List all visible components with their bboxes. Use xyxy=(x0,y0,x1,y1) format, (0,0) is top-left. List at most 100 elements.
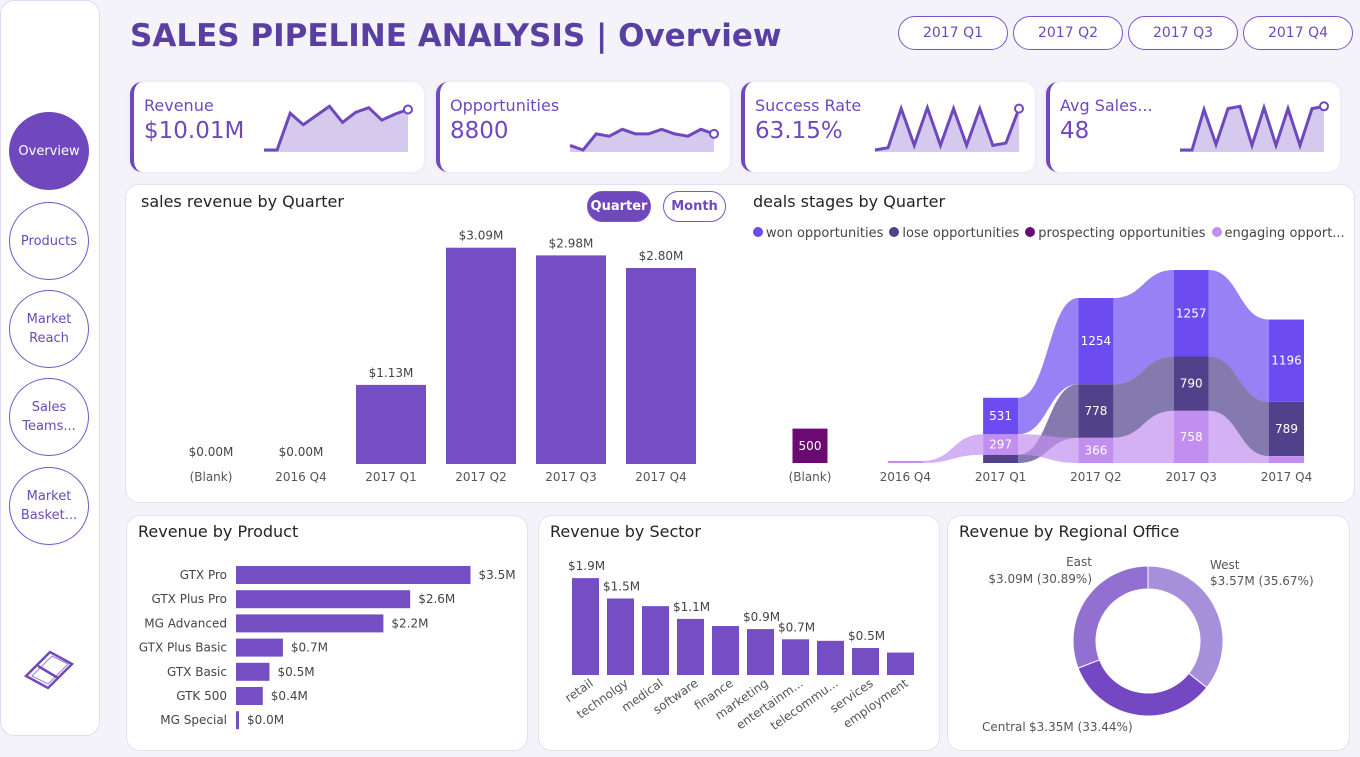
slice-category-label: East xyxy=(1066,555,1092,569)
sector-bar xyxy=(782,639,809,675)
y-tick-label: GTX Pro xyxy=(180,568,227,582)
ribbon-engaging xyxy=(1208,410,1269,463)
bar-data-label: $0.7M xyxy=(778,620,815,634)
nav-overview[interactable]: Overview xyxy=(9,112,89,190)
slice-value-label: $3.57M (35.67%) xyxy=(1210,574,1314,588)
bar-data-label: $2.98M xyxy=(549,236,594,250)
kpi-opportunities: Opportunities 8800 xyxy=(436,82,730,172)
legend-prospecting[interactable]: prospecting opportunities xyxy=(1025,226,1206,241)
ribbon-won xyxy=(1208,270,1269,402)
kpi-label: Revenue xyxy=(144,96,214,115)
ribbon-bar-lose xyxy=(1078,384,1114,438)
sparkline-end-marker xyxy=(1014,103,1024,114)
sector-bar xyxy=(712,626,739,675)
ribbon-data-label: 1196 xyxy=(1271,354,1302,368)
sparkline xyxy=(264,104,413,152)
toggle-quarter[interactable]: Quarter xyxy=(587,191,651,222)
sparkline xyxy=(874,103,1024,152)
filter-2017-q4[interactable]: 2017 Q4 xyxy=(1243,16,1353,50)
legend-label: won opportunities xyxy=(766,226,884,241)
sparkline-end-marker xyxy=(403,104,413,115)
product-chart-title: Revenue by Product xyxy=(138,522,299,541)
sector-bar xyxy=(887,652,914,675)
ribbon-bar-won xyxy=(1173,270,1209,357)
ribbon-data-label: 758 xyxy=(1180,430,1203,444)
bar-data-label: $0.0M xyxy=(247,713,284,727)
filter-2017-q3[interactable]: 2017 Q3 xyxy=(1128,16,1238,50)
ribbon-won xyxy=(1113,270,1174,385)
x-tick-label: 2017 Q3 xyxy=(1165,470,1216,484)
sector-bar xyxy=(852,647,879,675)
sparkline xyxy=(1180,101,1329,152)
ribbon-engaging xyxy=(1018,434,1079,463)
sector-bar xyxy=(677,618,704,675)
nav-market-basket[interactable]: Market Basket... xyxy=(9,467,89,545)
sector-bar-chart: $1.9Mretail$1.5Mtechnolgymedical$1.1Msof… xyxy=(562,559,914,733)
legend-label: lose opportunities xyxy=(902,226,1020,241)
kpi-value: 8800 xyxy=(450,118,509,144)
bar-data-label: $0.00M xyxy=(279,445,324,459)
ribbon-lose xyxy=(1018,384,1079,463)
kpi-value: $10.01M xyxy=(144,118,245,144)
legend-dot-icon xyxy=(1211,227,1222,237)
bar-data-label: $0.9M xyxy=(743,610,780,624)
filter-2017-q2[interactable]: 2017 Q2 xyxy=(1013,16,1123,50)
slice-category-label: West xyxy=(1210,558,1240,572)
bar-data-label: $3.09M xyxy=(459,229,504,243)
nav-products[interactable]: Products xyxy=(9,202,89,280)
product-bar xyxy=(236,687,263,705)
ribbon-engaging xyxy=(1113,410,1174,463)
donut-slice-east xyxy=(1072,565,1149,669)
toggle-month[interactable]: Month xyxy=(663,191,726,222)
product-bar xyxy=(236,711,239,730)
page-title: SALES PIPELINE ANALYSIS | Overview xyxy=(130,18,782,54)
bar-data-label: $2.6M xyxy=(418,592,455,606)
x-tick-label: 2016 Q4 xyxy=(880,470,931,484)
legend-won[interactable]: won opportunities xyxy=(753,226,883,241)
sector-bar xyxy=(747,629,774,675)
kpi-avg-sales: Avg Sales... 48 xyxy=(1046,82,1340,172)
nav-sales-teams[interactable]: Sales Teams... xyxy=(9,378,89,456)
ribbon-data-label: 297 xyxy=(989,438,1012,452)
sector-bar xyxy=(572,578,599,675)
x-tick-label: 2017 Q2 xyxy=(455,470,506,484)
ribbon-engaging xyxy=(922,434,984,463)
sparkline-area xyxy=(264,106,408,152)
legend-dot-icon xyxy=(889,227,900,237)
ribbon-won xyxy=(1018,298,1079,435)
product-panel xyxy=(126,515,528,751)
kpi-label: Opportunities xyxy=(450,96,560,115)
sparkline-line xyxy=(264,104,409,152)
kpi-revenue: Revenue $10.01M xyxy=(130,82,424,172)
x-tick-label: 2017 Q4 xyxy=(1261,470,1312,484)
legend-dot-icon xyxy=(1025,227,1036,237)
ribbon-data-label: 778 xyxy=(1084,404,1107,418)
sparkline-line xyxy=(1180,102,1325,152)
ribbon-data-label: 1254 xyxy=(1081,334,1112,348)
powerbi-diamond-icon xyxy=(23,650,75,690)
revenue-bar-chart: $0.00M (Blank) $0.00M 2016 Q4 $1.13M 2017 Q1 $… xyxy=(189,229,696,484)
x-tick-label: 2017 Q1 xyxy=(365,470,416,484)
deals-chart-title: deals stages by Quarter xyxy=(753,192,946,211)
donut-slice-central xyxy=(1077,659,1208,717)
deals-ribbon-chart: 500 (Blank) 2016 Q4 531 297 2017 Q1 1254 778 366… xyxy=(789,270,1312,484)
revenue-bar xyxy=(356,384,426,464)
legend-label: engaging opport... xyxy=(1224,226,1345,241)
sparkline-line xyxy=(569,127,715,152)
sector-chart-title: Revenue by Sector xyxy=(550,522,701,541)
filter-2017-q1[interactable]: 2017 Q1 xyxy=(898,16,1008,50)
ribbon-bar-engaging xyxy=(887,460,923,463)
nav-market-reach[interactable]: Market Reach xyxy=(9,290,89,368)
ribbon-bar-engaging xyxy=(1269,456,1304,463)
x-tick-label: 2017 Q3 xyxy=(545,470,596,484)
legend-dot-icon xyxy=(753,227,763,237)
ribbon-bar-lose xyxy=(1173,356,1209,411)
y-tick-label: GTX Plus Basic xyxy=(139,641,227,655)
sparkline-line xyxy=(874,103,1021,152)
legend-engaging[interactable]: engaging opport... xyxy=(1211,226,1345,241)
ribbon-data-label: 531 xyxy=(989,409,1012,423)
legend-lose[interactable]: lose opportunities xyxy=(889,226,1019,241)
sparkline-end-marker xyxy=(709,128,719,139)
ribbon-bar-won xyxy=(1078,298,1114,385)
deals-legend: won opportunities lose opportunities pro… xyxy=(753,226,1345,241)
